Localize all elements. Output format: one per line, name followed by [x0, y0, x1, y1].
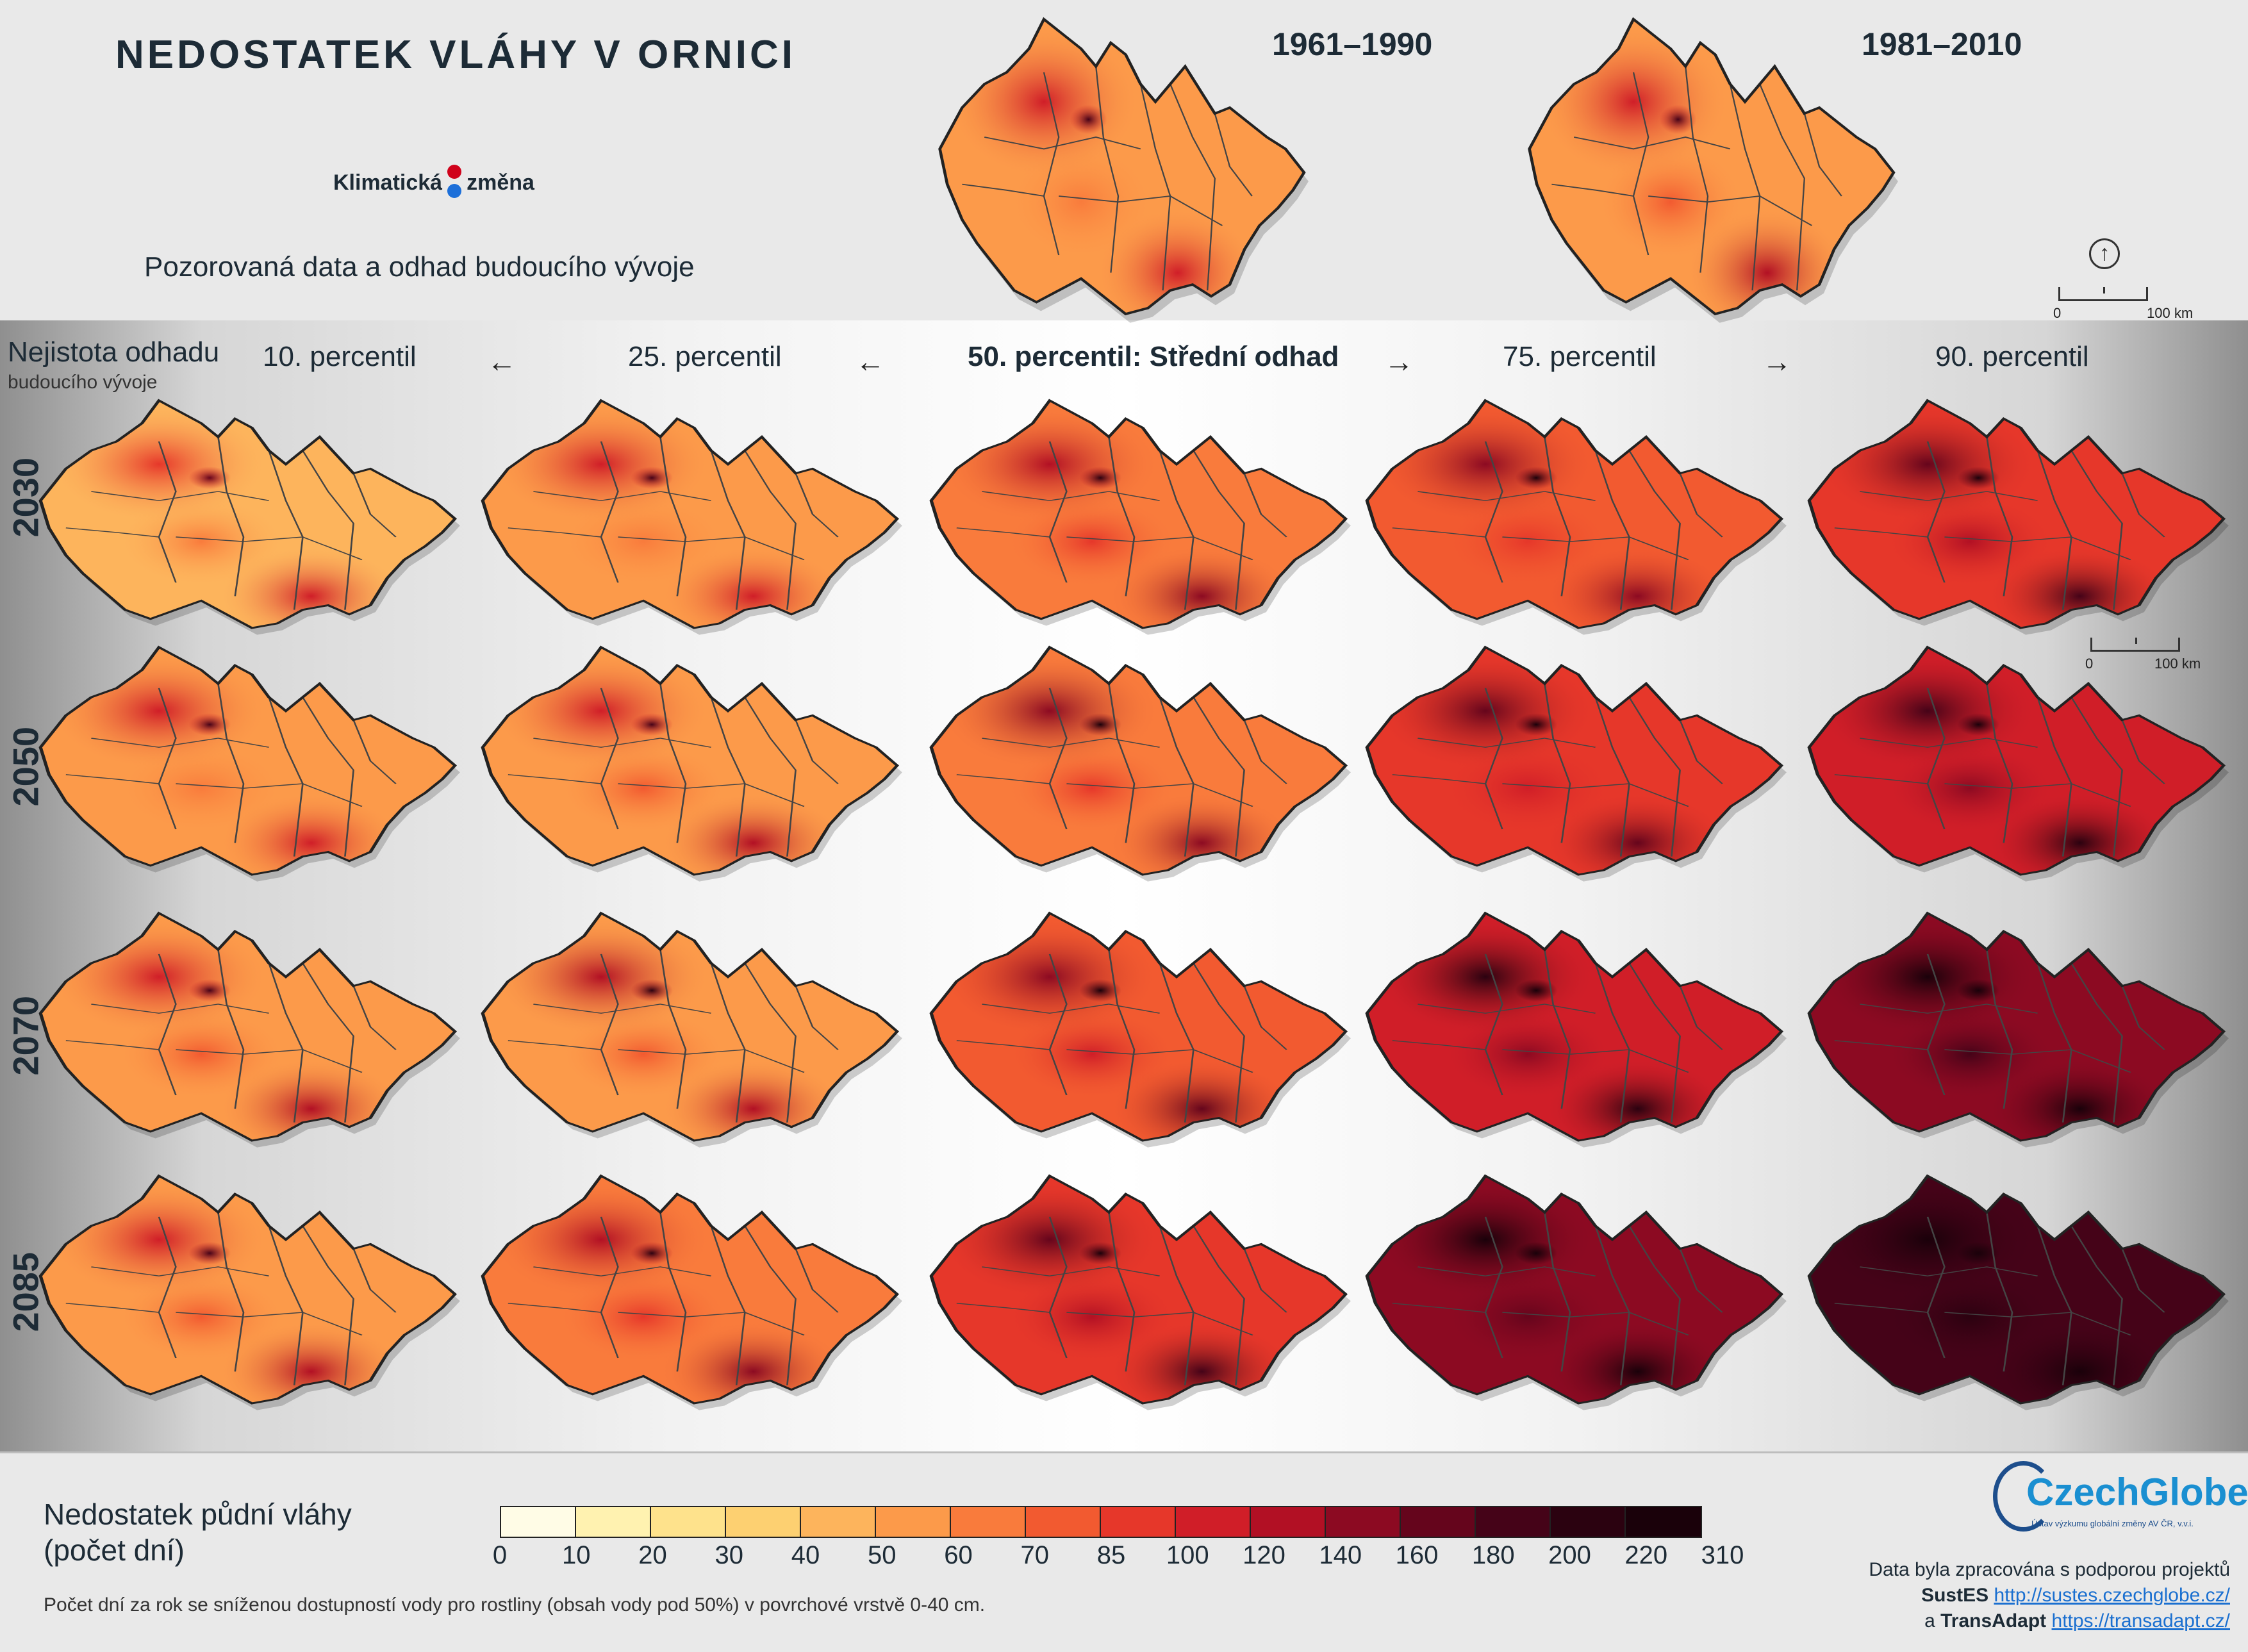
legend-footnote: Počet dní za rok se sníženou dostupností…: [44, 1594, 986, 1615]
legend-swatch: [1101, 1507, 1176, 1537]
czechglobe-tagline: Ústav výzkumu globální změny AV ČR, v.v.…: [2031, 1519, 2194, 1528]
scenario-map-2050-3: [923, 645, 1351, 882]
percentile-label-75: 75. percentil: [1503, 341, 1657, 372]
legend-tick-label: 70: [1020, 1541, 1050, 1569]
legend-color-scale: [500, 1506, 1702, 1538]
project2-link[interactable]: https://transadapt.cz/: [2051, 1610, 2230, 1631]
legend-swatch: [651, 1507, 726, 1537]
legend-title-line2: (počet dní): [44, 1533, 185, 1567]
scenario-map-2050-2: [474, 645, 902, 882]
legend-tick-label: 160: [1395, 1541, 1439, 1569]
legend-tick-label: 100: [1166, 1541, 1209, 1569]
scenario-map-2050-5: [1801, 645, 2229, 882]
scenario-map-2070-1: [32, 911, 460, 1148]
legend-swatch: [726, 1507, 801, 1537]
brand-dots-icon: [446, 163, 463, 202]
legend-swatch: [876, 1507, 951, 1537]
legend-tick-label: 10: [562, 1541, 591, 1569]
legend-tick-label: 60: [944, 1541, 973, 1569]
legend-swatch: [1476, 1507, 1551, 1537]
brand-logo: Klimatická změna: [333, 163, 534, 202]
scenario-map-2030-3: [923, 399, 1351, 635]
scenario-map-2050-1: [32, 645, 460, 882]
legend-swatch: [501, 1507, 576, 1537]
legend-swatch: [1026, 1507, 1101, 1537]
legend-tick-labels: 0 10 20 30 40 50 60 70 85 100 120 140 160 180 200 220 31…: [493, 1541, 1744, 1573]
period-label-1: 1961–1990: [1272, 26, 1433, 62]
scenario-map-2085-1: [32, 1174, 460, 1410]
legend-tick-label: 140: [1319, 1541, 1362, 1569]
uncertainty-subtitle: budoucího vývoje: [8, 372, 158, 393]
and-word: a: [1924, 1610, 1935, 1631]
scale-zero-label: 0: [2085, 656, 2094, 672]
page-title: NEDOSTATEK VLÁHY V ORNICI: [115, 33, 796, 77]
uncertainty-title: Nejistota odhadu: [8, 336, 220, 368]
scenario-map-2085-5: [1801, 1174, 2229, 1410]
legend-swatch: [1551, 1507, 1626, 1537]
legend-tick-label: 220: [1624, 1541, 1668, 1569]
legend-tick-label: 310: [1701, 1541, 1744, 1569]
legend-title: Nedostatek půdní vláhy (počet dní): [44, 1496, 352, 1568]
legend-swatch: [1176, 1507, 1251, 1537]
scale-distance-label: 100 km: [2154, 656, 2201, 672]
czechglobe-logo: CzechGlobe Ústav výzkumu globální změny …: [1993, 1461, 2248, 1538]
scenario-map-2030-5: [1801, 399, 2229, 635]
percentile-label-10: 10. percentil: [263, 341, 417, 372]
credit-line: Data byla zpracována s podporou projektů: [1869, 1559, 2230, 1580]
scale-distance-label: 100 km: [2147, 305, 2194, 321]
legend-tick-label: 85: [1096, 1541, 1126, 1569]
observed-map-1: [932, 17, 1309, 323]
scenario-map-2070-5: [1801, 911, 2229, 1148]
project1-link[interactable]: http://sustes.czechglobe.cz/: [1994, 1585, 2230, 1606]
scale-zero-label: 0: [2053, 305, 2062, 321]
scenario-map-2085-2: [474, 1174, 902, 1410]
scenario-map-2030-4: [1359, 399, 1787, 635]
scenario-map-2030-2: [474, 399, 902, 635]
legend-swatch: [951, 1507, 1026, 1537]
czechglobe-name: CzechGlobe: [2026, 1471, 2248, 1514]
legend-swatch: [801, 1507, 876, 1537]
czechglobe-arc-icon: [1993, 1461, 2054, 1532]
legend-swatch: [576, 1507, 651, 1537]
scenario-map-2070-4: [1359, 911, 1787, 1148]
scenario-map-2085-3: [923, 1174, 1351, 1410]
scenario-map-2050-4: [1359, 645, 1787, 882]
page-subtitle: Pozorovaná data a odhad budoucího vývoje: [144, 251, 695, 283]
brand-left-text: Klimatická: [333, 170, 443, 195]
legend-tick-label: 180: [1471, 1541, 1515, 1569]
credits: Data byla zpracována s podporou projektů…: [1869, 1557, 2230, 1634]
legend-panel: [0, 1451, 2248, 1652]
legend-tick-label: 40: [791, 1541, 820, 1569]
legend-tick-label: 0: [492, 1541, 508, 1569]
observed-map-2: [1522, 17, 1898, 323]
legend-tick-label: 20: [638, 1541, 667, 1569]
brand-right-text: změna: [467, 170, 534, 195]
legend-swatch: [1401, 1507, 1476, 1537]
scenario-map-2070-2: [474, 911, 902, 1148]
scenario-map-2030-1: [32, 399, 460, 635]
scenario-map-2085-4: [1359, 1174, 1787, 1410]
arrow-left-icon: ←: [487, 345, 517, 378]
legend-swatch: [1251, 1507, 1326, 1537]
legend-swatch: [1626, 1507, 1701, 1537]
legend-tick-label: 120: [1243, 1541, 1285, 1569]
period-label-2: 1981–2010: [1862, 26, 2022, 62]
legend-tick-label: 30: [715, 1541, 744, 1569]
legend-title-line1: Nedostatek půdní vláhy: [44, 1498, 352, 1531]
project1-name: SustES: [1921, 1585, 1989, 1606]
legend-tick-label: 50: [868, 1541, 897, 1569]
percentile-label-90: 90. percentil: [1935, 341, 2089, 372]
scenario-map-2070-3: [923, 911, 1351, 1148]
legend-swatch: [1326, 1507, 1401, 1537]
percentile-label-50: 50. percentil: Střední odhad: [968, 341, 1339, 372]
arrow-right-icon: →: [1762, 345, 1792, 378]
legend-tick-label: 200: [1548, 1541, 1591, 1569]
arrow-left-icon: ←: [855, 345, 885, 378]
project2-name: TransAdapt: [1940, 1610, 2047, 1631]
arrow-right-icon: →: [1384, 345, 1414, 378]
north-arrow-icon: ↑: [2089, 238, 2120, 269]
percentile-label-25: 25. percentil: [628, 341, 782, 372]
